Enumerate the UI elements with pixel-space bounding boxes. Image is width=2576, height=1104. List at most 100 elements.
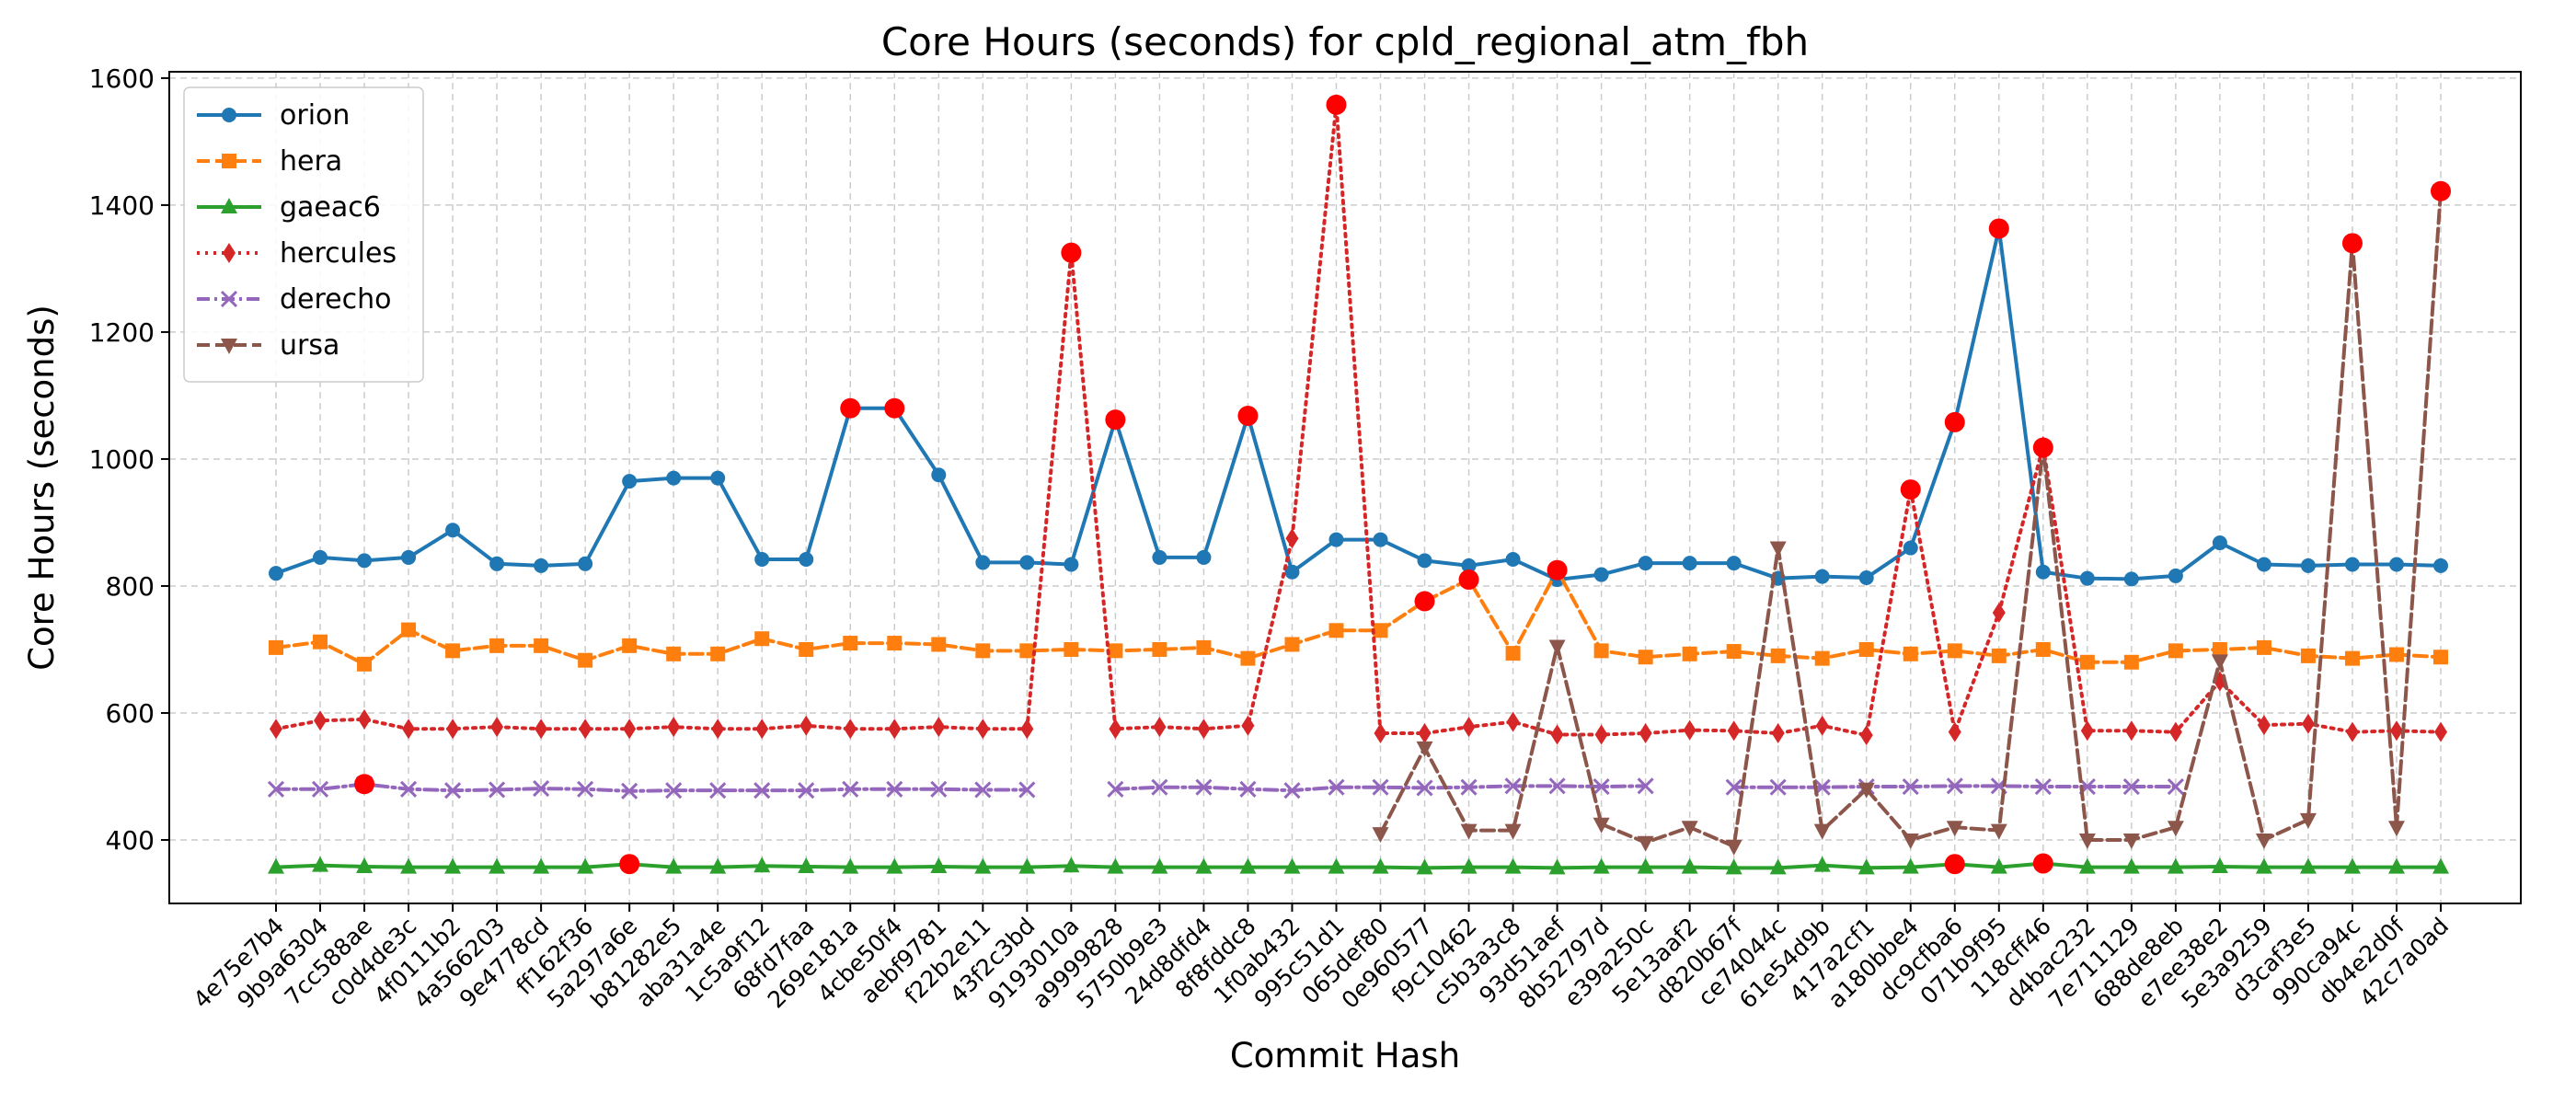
series-line-hera <box>274 568 2443 666</box>
anomaly-marker-ursa <box>2431 180 2451 201</box>
data-point-hera <box>2388 647 2404 662</box>
data-point-derecho <box>444 782 462 799</box>
data-point-hera <box>1240 650 1256 666</box>
data-point-orion <box>2035 564 2051 580</box>
data-point-gaeac6 <box>1681 857 1698 874</box>
data-point-orion <box>975 555 991 570</box>
data-point-orion <box>1814 569 1830 584</box>
data-point-gaeac6 <box>2299 857 2317 874</box>
data-point-hercules <box>535 719 548 740</box>
series-hera <box>269 562 2448 672</box>
data-point-gaeac6 <box>974 857 992 874</box>
x-axis-title: Commit Hash <box>1230 1036 1460 1075</box>
data-point-hercules <box>1948 721 1961 742</box>
data-point-gaeac6 <box>1769 858 1787 875</box>
data-point-orion <box>2123 571 2139 587</box>
data-point-hera <box>1682 646 1697 661</box>
data-point-orion <box>1152 549 1167 565</box>
data-point-orion <box>931 467 947 483</box>
anomaly-marker-orion <box>1237 406 1259 427</box>
legend-label: orion <box>280 99 350 132</box>
data-point-derecho <box>1107 780 1124 798</box>
data-point-orion <box>1461 558 1477 573</box>
data-point-orion <box>2256 557 2271 572</box>
data-point-gaeac6 <box>1504 857 1522 874</box>
y-tick-label: 1200 <box>89 317 155 348</box>
data-point-hercules <box>1374 723 1387 744</box>
data-point-gaeac6 <box>1372 857 1389 874</box>
data-point-orion <box>1593 567 1609 582</box>
data-point-hera <box>710 646 726 661</box>
data-point-hercules <box>1153 717 1167 738</box>
data-point-gaeac6 <box>1637 857 1654 874</box>
data-point-ursa <box>1593 817 1610 834</box>
data-point-gaeac6 <box>444 857 462 874</box>
data-point-hera <box>1814 650 1830 666</box>
data-point-derecho <box>311 780 329 798</box>
data-point-hercules <box>1109 719 1122 740</box>
data-point-orion <box>1726 556 1742 571</box>
data-point-hercules <box>1197 719 1211 740</box>
data-point-derecho <box>1946 777 1963 795</box>
legend-entry-orion: orion <box>197 99 350 132</box>
data-point-hera <box>445 643 461 659</box>
data-point-gaeac6 <box>1416 858 1433 875</box>
data-point-derecho <box>1239 780 1257 798</box>
data-point-gaeac6 <box>709 857 727 874</box>
series-line-derecho <box>274 782 1029 793</box>
data-point-hercules <box>711 719 725 740</box>
anomaly-marker-orion <box>884 397 905 419</box>
data-point-hera <box>1770 648 1786 663</box>
legend-label: derecho <box>280 283 392 316</box>
data-point-gaeac6 <box>1328 857 1345 874</box>
data-point-hera <box>357 656 373 672</box>
data-point-hera <box>1593 643 1609 659</box>
data-point-derecho <box>267 780 285 798</box>
data-point-orion <box>313 549 328 565</box>
data-point-ursa <box>2255 833 2272 849</box>
data-point-hera <box>401 622 417 638</box>
data-point-hera <box>2212 641 2227 657</box>
anomaly-marker-hercules <box>1061 242 1082 263</box>
data-point-hera <box>931 637 947 652</box>
data-point-gaeac6 <box>1813 856 1831 872</box>
legend-marker <box>221 339 237 354</box>
y-axis: 400 600 800 1000 1200 1400 1600 <box>89 63 169 856</box>
data-point-hercules <box>667 717 681 738</box>
data-point-orion <box>1064 557 1079 572</box>
data-point-orion <box>2344 557 2360 572</box>
data-point-gaeac6 <box>2432 857 2449 874</box>
data-point-hercules <box>1550 724 1564 745</box>
data-point-derecho <box>1372 778 1389 796</box>
data-point-hera <box>1903 646 1918 661</box>
y-tick-label: 1000 <box>89 444 155 475</box>
data-point-derecho <box>2034 777 2052 796</box>
data-point-hera <box>1284 637 1300 652</box>
anomaly-marker-orion <box>840 397 861 419</box>
data-point-derecho <box>1416 779 1433 797</box>
legend-marker <box>220 290 238 308</box>
data-point-gaeac6 <box>798 857 815 873</box>
y-axis-title: Core Hours (seconds) <box>22 305 62 671</box>
data-point-hercules <box>2345 721 2359 742</box>
data-point-hera <box>2256 639 2271 655</box>
data-point-orion <box>2079 570 2095 586</box>
data-point-gaeac6 <box>268 857 284 874</box>
series-line-derecho <box>1731 784 2178 789</box>
legend-marker <box>223 243 236 263</box>
data-point-orion <box>1019 555 1035 570</box>
data-point-ursa <box>1460 823 1478 840</box>
data-point-hera <box>269 639 283 655</box>
data-point-hera <box>2123 654 2139 670</box>
data-point-derecho <box>1504 777 1522 795</box>
data-point-hera <box>578 652 593 668</box>
data-point-orion <box>754 551 770 567</box>
data-point-derecho <box>2167 777 2184 796</box>
legend-label: hera <box>280 145 342 178</box>
data-point-hera <box>2168 643 2183 659</box>
data-point-gaeac6 <box>665 857 683 874</box>
data-point-orion <box>534 558 549 573</box>
data-point-gaeac6 <box>2122 857 2140 874</box>
data-point-orion <box>1284 564 1300 580</box>
data-point-derecho <box>489 781 506 799</box>
